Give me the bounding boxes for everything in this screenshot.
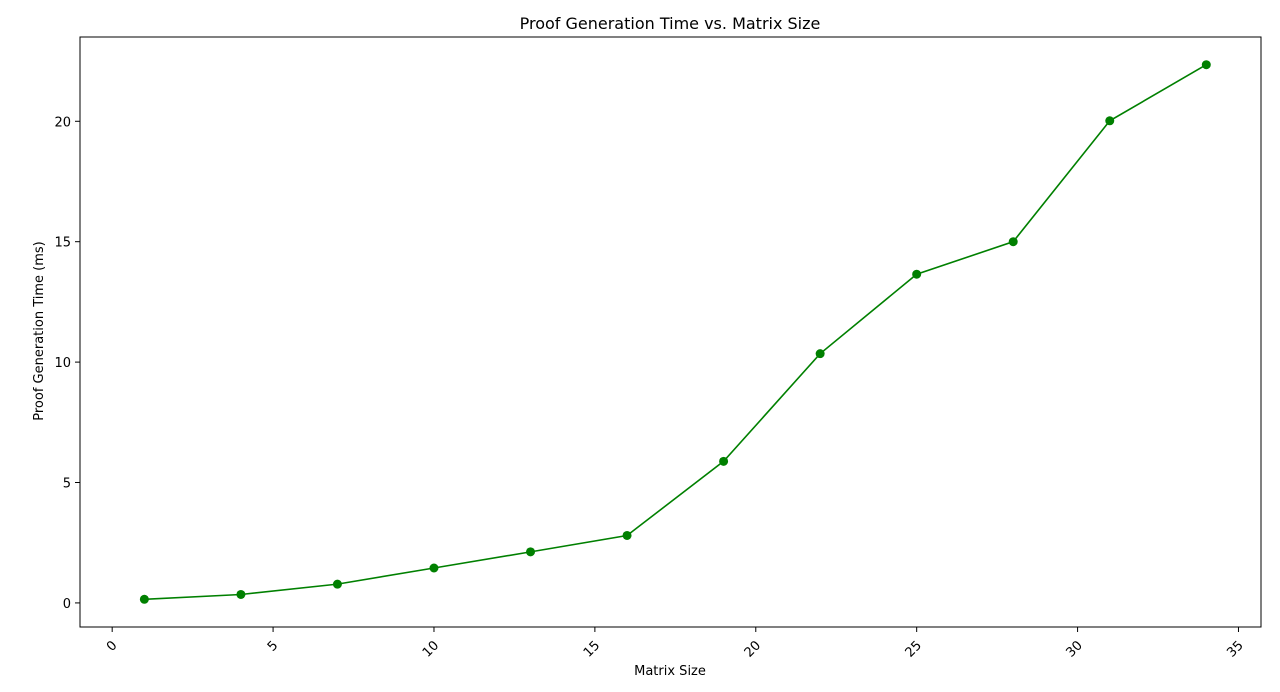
data-point: [1201, 60, 1211, 70]
data-point: [1105, 116, 1115, 126]
data-point: [526, 547, 536, 557]
data-point: [719, 456, 729, 466]
series-layer: [139, 60, 1211, 604]
y-tick-label: 5: [63, 477, 71, 492]
data-point: [139, 594, 149, 604]
y-tick-label: 10: [54, 356, 71, 371]
x-axis-ticks: 0 5 10 15 20 25 30 35: [104, 627, 1247, 661]
chart-title: Proof Generation Time vs. Matrix Size: [520, 14, 821, 33]
data-point: [622, 530, 632, 540]
data-point: [332, 579, 342, 589]
y-tick-label: 0: [63, 597, 71, 612]
series-line: [144, 63, 1207, 601]
y-tick-label: 20: [54, 115, 71, 130]
data-point: [236, 589, 246, 599]
data-point: [1008, 237, 1018, 247]
axes-frame: [79, 36, 1262, 628]
y-axis-label: Proof Generation Time (ms): [32, 241, 47, 420]
y-axis-ticks: 0 5 10 15 20: [54, 115, 80, 612]
x-axis-label: Matrix Size: [634, 664, 706, 679]
plot-area: 0 5 10 15 20 25 30 35 0 5 10 15 20: [54, 36, 1262, 661]
data-point: [912, 269, 922, 279]
data-point: [429, 563, 439, 573]
y-tick-label: 15: [54, 236, 71, 251]
data-point: [815, 349, 825, 359]
